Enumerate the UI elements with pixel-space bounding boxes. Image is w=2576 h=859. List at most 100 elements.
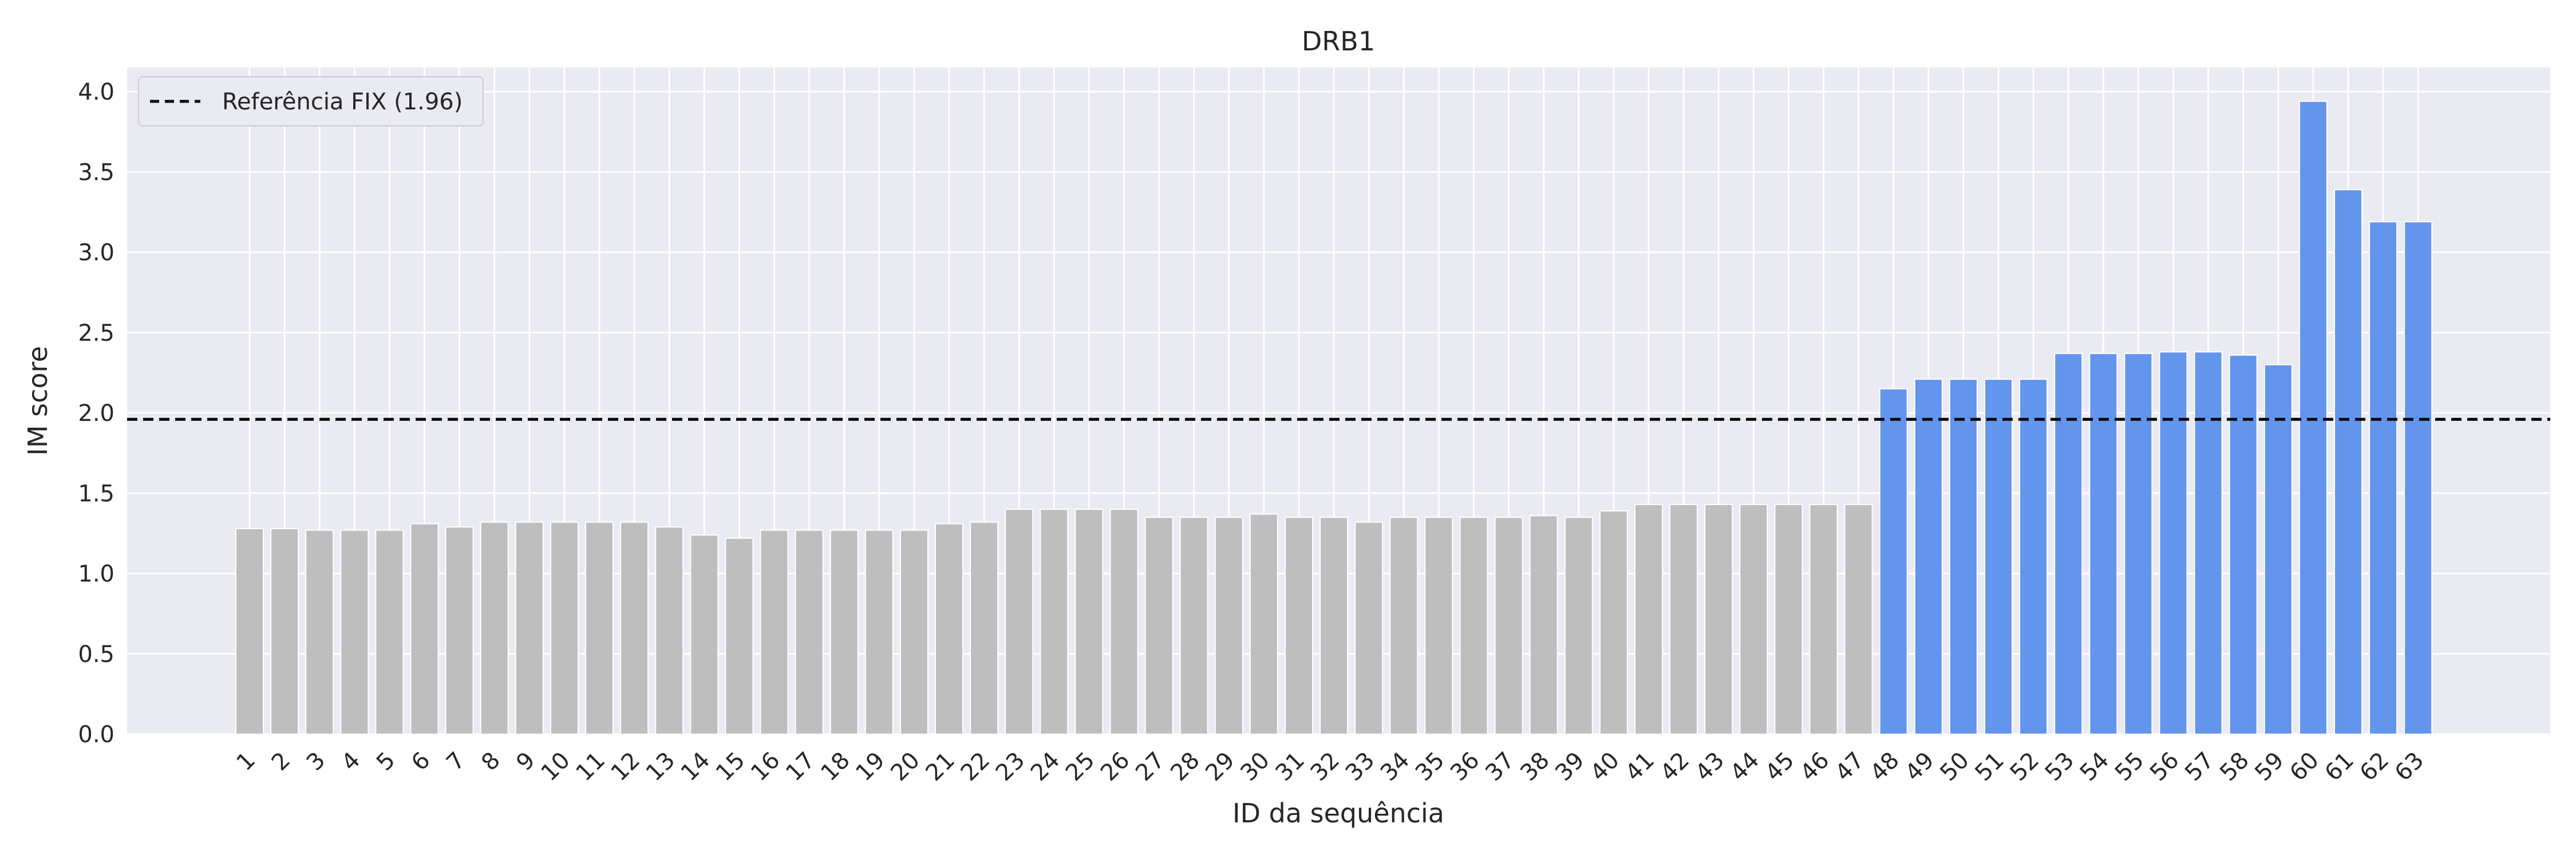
- x-tick-label: 31: [1271, 747, 1310, 787]
- x-tick-label: 36: [1445, 747, 1485, 787]
- bar-51: [1984, 379, 2013, 735]
- y-tick-label: 1.5: [78, 480, 114, 507]
- x-tick-label: 35: [1411, 747, 1450, 787]
- bar-56: [2159, 351, 2188, 735]
- x-tick-label: 18: [816, 747, 855, 787]
- x-tick-label: 43: [1690, 747, 1730, 787]
- x-tick-label: 12: [606, 747, 646, 787]
- bar-8: [480, 521, 509, 735]
- x-tick-label: 26: [1096, 747, 1135, 787]
- x-tick-label: 57: [2180, 747, 2219, 787]
- x-axis-label: ID da sequência: [1232, 798, 1444, 829]
- x-tick-label: 8: [476, 747, 505, 777]
- x-tick-label: 55: [2110, 747, 2150, 787]
- bar-35: [1424, 517, 1453, 735]
- bar-34: [1389, 517, 1419, 735]
- bar-5: [375, 529, 404, 735]
- x-tick-label: 20: [886, 747, 925, 787]
- x-tick-label: 11: [571, 747, 611, 787]
- bar-63: [2404, 221, 2433, 735]
- bar-52: [2019, 379, 2048, 735]
- bar-18: [829, 529, 859, 735]
- x-tick-label: 17: [781, 747, 820, 787]
- bar-14: [690, 534, 719, 735]
- bar-53: [2054, 353, 2083, 735]
- bar-33: [1354, 521, 1384, 735]
- bar-19: [864, 529, 894, 735]
- bar-41: [1634, 503, 1663, 735]
- bar-36: [1459, 517, 1488, 735]
- bar-10: [550, 521, 579, 735]
- x-tick-label: 44: [1725, 747, 1765, 787]
- bar-12: [620, 521, 649, 735]
- x-tick-label: 3: [302, 747, 331, 777]
- bar-42: [1669, 503, 1698, 735]
- x-tick-label: 50: [1935, 747, 1974, 787]
- bar-43: [1704, 503, 1733, 735]
- y-tick-label: 2.0: [78, 400, 114, 427]
- bar-7: [445, 526, 474, 735]
- x-tick-label: 52: [2005, 747, 2045, 787]
- x-tick-label: 46: [1795, 747, 1835, 787]
- bar-48: [1879, 388, 1908, 735]
- x-tick-label: 9: [511, 747, 540, 777]
- bar-16: [760, 529, 789, 735]
- bar-22: [970, 521, 999, 735]
- bar-23: [1005, 509, 1034, 735]
- bar-24: [1040, 509, 1069, 735]
- bar-29: [1214, 517, 1243, 735]
- x-tick-label: 38: [1515, 747, 1555, 787]
- x-tick-label: 47: [1830, 747, 1870, 787]
- bar-15: [725, 537, 754, 735]
- bar-13: [655, 526, 684, 735]
- legend: Referência FIX (1.96): [138, 76, 484, 127]
- x-tick-label: 32: [1306, 747, 1345, 787]
- y-tick-label: 0.0: [78, 722, 114, 748]
- bar-2: [270, 527, 299, 735]
- x-tick-label: 15: [711, 747, 750, 787]
- x-tick-label: 45: [1760, 747, 1800, 787]
- x-tick-label: 30: [1235, 747, 1275, 787]
- x-tick-label: 62: [2355, 747, 2395, 787]
- x-tick-label: 10: [536, 747, 575, 787]
- x-tick-label: 28: [1165, 747, 1205, 787]
- x-tick-label: 42: [1656, 747, 1695, 787]
- bar-55: [2124, 353, 2153, 735]
- x-tick-label: 27: [1131, 747, 1170, 787]
- x-tick-label: 54: [2075, 747, 2115, 787]
- bar-44: [1739, 503, 1768, 735]
- bar-50: [1949, 379, 1978, 735]
- legend-box: [138, 76, 484, 127]
- bar-3: [305, 529, 334, 735]
- x-tick-label: 6: [406, 747, 436, 777]
- bar-31: [1285, 517, 1313, 735]
- x-tick-label: 24: [1026, 747, 1065, 787]
- bar-1: [235, 527, 264, 735]
- x-tick-label: 37: [1480, 747, 1520, 787]
- y-tick-label: 0.5: [78, 641, 114, 668]
- bar-20: [899, 529, 929, 735]
- bar-38: [1529, 515, 1558, 735]
- x-tick-label: 51: [1970, 747, 2010, 787]
- bar-21: [935, 523, 963, 735]
- bar-25: [1074, 509, 1104, 735]
- x-tick-label: 25: [1061, 747, 1100, 787]
- bar-37: [1494, 517, 1523, 735]
- x-tick-label: 59: [2250, 747, 2289, 787]
- bar-54: [2089, 353, 2118, 735]
- x-tick-label: 61: [2320, 747, 2360, 787]
- bar-46: [1809, 503, 1838, 735]
- bar-61: [2334, 189, 2362, 735]
- x-tick-label: 16: [746, 747, 785, 787]
- bar-60: [2298, 100, 2328, 735]
- bar-32: [1319, 517, 1349, 735]
- x-tick-label: 21: [921, 747, 961, 787]
- bars: [235, 100, 2433, 735]
- x-tick-label: 1: [232, 747, 261, 777]
- y-tick-label: 2.5: [78, 320, 114, 346]
- bar-40: [1599, 510, 1628, 735]
- x-tick-label: 63: [2390, 747, 2429, 787]
- y-tick-label: 3.0: [78, 240, 114, 266]
- bar-11: [585, 521, 614, 735]
- x-tick-label: 22: [956, 747, 995, 787]
